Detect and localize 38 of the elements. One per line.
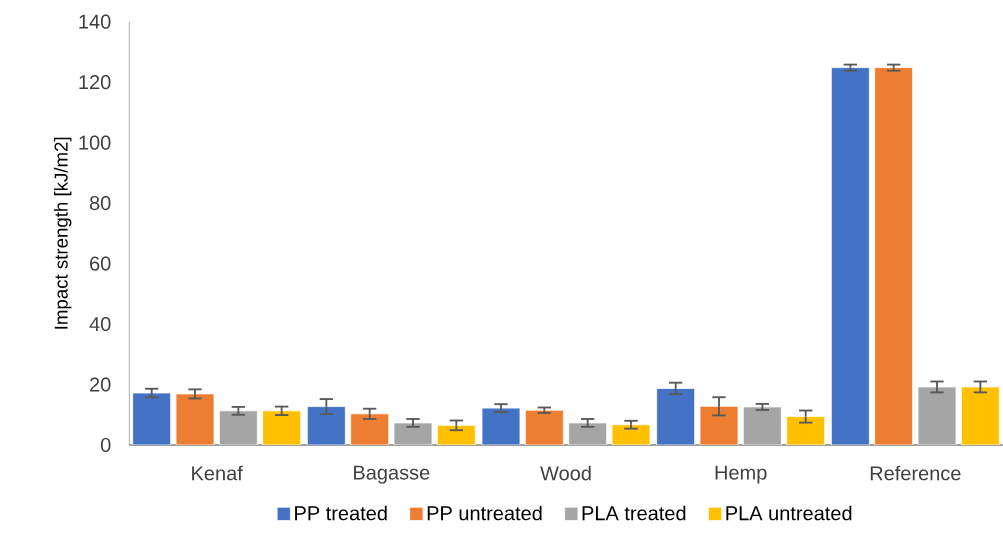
y-tick-label: 140 bbox=[79, 14, 111, 29]
bar bbox=[830, 67, 870, 445]
bar bbox=[699, 405, 739, 445]
bar bbox=[874, 67, 914, 445]
bar bbox=[742, 406, 782, 445]
legend-label: PLA treated bbox=[582, 505, 686, 521]
y-tick-label: 80 bbox=[89, 196, 111, 211]
bar bbox=[393, 422, 433, 445]
bar bbox=[786, 416, 826, 445]
bar bbox=[568, 422, 608, 445]
bar bbox=[175, 393, 215, 445]
x-tick-label: Kenaf bbox=[192, 465, 243, 481]
y-tick-label: 100 bbox=[79, 135, 111, 150]
x-tick-label: Bagasse bbox=[354, 465, 430, 484]
bar bbox=[218, 410, 258, 445]
legend-label: PLA untreated bbox=[726, 505, 852, 521]
legend-label: PP treated bbox=[295, 505, 387, 521]
y-tick-label: 40 bbox=[89, 316, 111, 332]
bar bbox=[960, 386, 1000, 445]
bar bbox=[481, 407, 521, 445]
legend-label: PP untreated bbox=[427, 505, 542, 521]
bar bbox=[611, 424, 651, 445]
bar bbox=[656, 388, 696, 445]
y-tick-label: 60 bbox=[90, 256, 111, 271]
x-tick-label: Reference bbox=[870, 465, 961, 481]
bar bbox=[132, 392, 172, 445]
y-tick-label: 0 bbox=[100, 437, 111, 453]
bar bbox=[262, 410, 302, 445]
y-tick-label: 20 bbox=[90, 377, 111, 392]
bar bbox=[350, 413, 390, 445]
bar bbox=[524, 409, 564, 445]
bar bbox=[436, 424, 476, 445]
y-axis-title: Impact strength [kJ/m2] bbox=[54, 137, 72, 329]
y-tick-label: 120 bbox=[79, 75, 111, 90]
bar bbox=[917, 386, 957, 445]
x-tick-label: Wood bbox=[540, 465, 591, 481]
bar bbox=[306, 406, 346, 445]
x-tick-label: Hemp bbox=[715, 465, 767, 484]
